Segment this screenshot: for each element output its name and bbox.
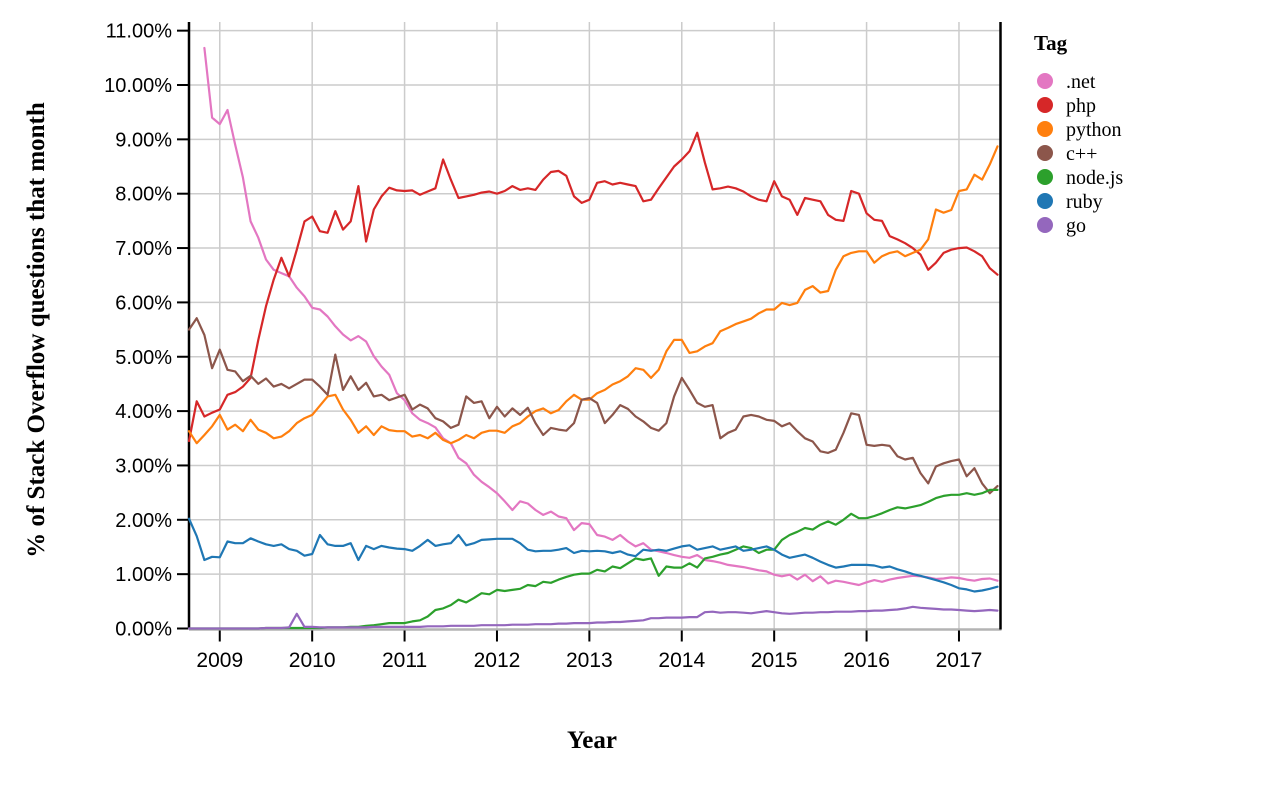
- series-line-go: [187, 605, 999, 630]
- x-tick-label: 2011: [382, 649, 427, 672]
- legend-item-nodejs: node.js: [1037, 167, 1123, 189]
- y-tick-label: 8.00%: [115, 184, 172, 206]
- series-lines: [187, 46, 999, 630]
- legend-title: Tag: [1034, 31, 1068, 55]
- x-tick-label: 2010: [289, 649, 336, 672]
- legend-item-net: .net: [1037, 71, 1096, 93]
- x-axis-title: Year: [567, 727, 617, 754]
- y-tick-label: 11.00%: [106, 21, 173, 43]
- x-tick-label: 2012: [474, 649, 521, 672]
- series-line-python: [187, 145, 999, 445]
- legend-item-php: php: [1037, 95, 1096, 117]
- legend-item-python: python: [1037, 119, 1122, 141]
- y-tick-label: 0.00%: [115, 619, 172, 641]
- y-tick-label: 5.00%: [115, 347, 172, 369]
- legend-swatch-icon: [1037, 145, 1053, 161]
- tick-labels: 0.00% 1.00% 2.00% 3.00% 4.00% 5.00% 6.00% 7.00%…: [104, 21, 982, 672]
- y-tick-label: 4.00%: [115, 401, 172, 423]
- series-line-php: [187, 131, 999, 443]
- y-tick-label: 6.00%: [115, 292, 172, 314]
- y-tick-label: 10.00%: [104, 75, 172, 97]
- x-tick-label: 2014: [658, 649, 705, 672]
- legend-swatch-icon: [1037, 193, 1053, 209]
- legend-item-label: .net: [1066, 71, 1096, 93]
- legend-swatch-icon: [1037, 97, 1053, 113]
- legend-item-label: go: [1066, 215, 1086, 237]
- axes: [177, 22, 1002, 642]
- legend-swatch-icon: [1037, 121, 1053, 137]
- y-tick-label: 1.00%: [115, 564, 172, 586]
- legend-item-go: go: [1037, 215, 1086, 237]
- y-tick-label: 3.00%: [115, 455, 172, 477]
- y-axis-title: % of Stack Overflow questions that month: [23, 102, 50, 558]
- legend-item-label: ruby: [1066, 191, 1103, 213]
- y-tick-label: 7.00%: [115, 238, 172, 260]
- y-tick-label: 2.00%: [115, 510, 172, 532]
- x-tick-label: 2009: [196, 649, 243, 672]
- legend-swatch-icon: [1037, 217, 1053, 233]
- legend-swatch-icon: [1037, 169, 1053, 185]
- gridlines: [189, 22, 1001, 630]
- x-tick-label: 2013: [566, 649, 613, 672]
- legend-item-label: php: [1066, 95, 1096, 117]
- y-tick-label: 9.00%: [115, 129, 172, 151]
- legend-swatch-icon: [1037, 73, 1053, 89]
- series-line-nodejs: [187, 488, 999, 630]
- series-line-net: [203, 46, 999, 587]
- x-tick-label: 2015: [751, 649, 798, 672]
- legend-item-ruby: ruby: [1037, 191, 1103, 213]
- legend-item-label: python: [1066, 119, 1122, 141]
- x-tick-label: 2016: [843, 649, 890, 672]
- x-tick-label: 2017: [936, 649, 983, 672]
- legend-item-c: c++: [1037, 143, 1097, 165]
- series-line-c: [187, 317, 999, 495]
- legend-item-label: node.js: [1066, 167, 1123, 189]
- series-line-ruby: [187, 517, 999, 593]
- legend-item-label: c++: [1066, 143, 1097, 165]
